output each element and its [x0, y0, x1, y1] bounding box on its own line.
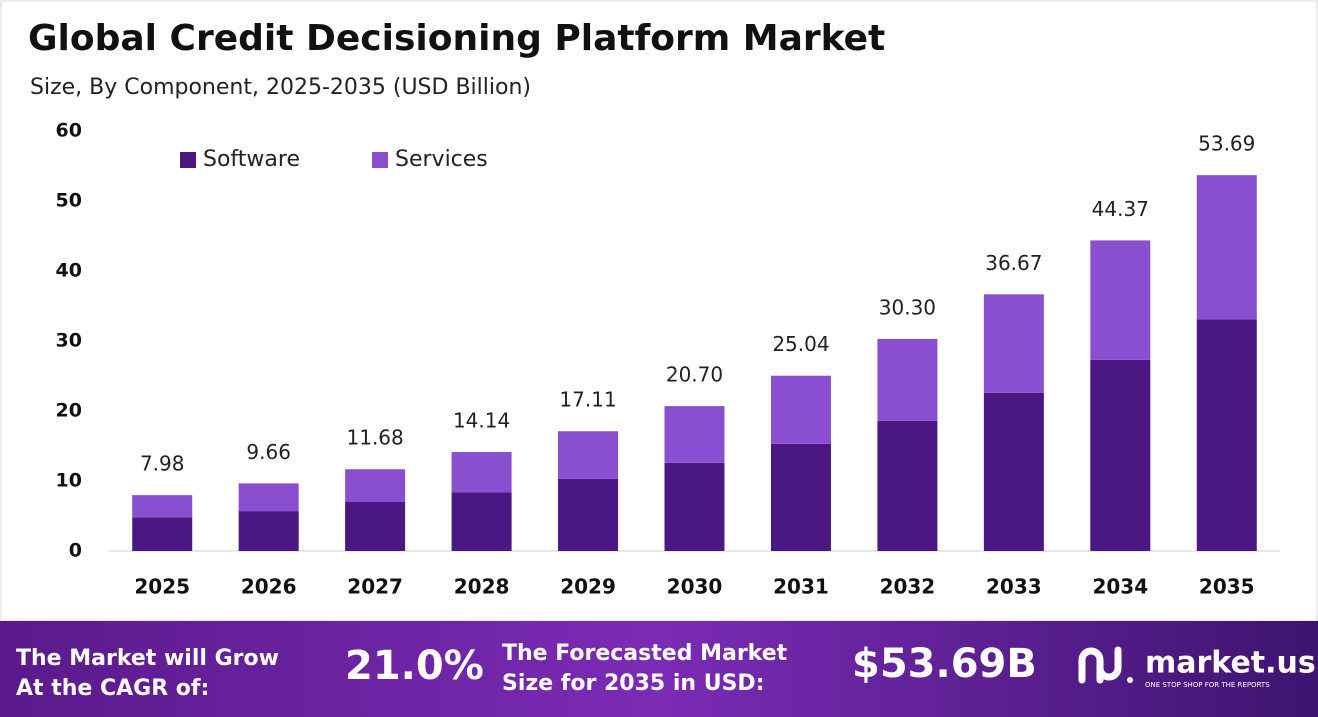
bar-segment — [877, 420, 938, 551]
y-tick-label: 30 — [56, 330, 82, 352]
bar-segment — [770, 375, 831, 444]
bar-segment — [1196, 319, 1257, 551]
total-label: 9.66 — [246, 440, 291, 464]
x-tick-label: 2028 — [454, 575, 510, 599]
y-tick-label: 20 — [56, 400, 82, 422]
x-tick-label: 2035 — [1199, 575, 1255, 599]
bar-segment — [238, 511, 299, 551]
bar-segment — [877, 338, 938, 421]
footer-text: The Market will Grow — [16, 646, 279, 671]
bar-segment — [1090, 240, 1151, 360]
total-label: 20.70 — [666, 363, 723, 387]
chart-title: Global Credit Decisioning Platform Marke… — [28, 18, 885, 59]
total-label: 11.68 — [347, 426, 404, 450]
bar-segment — [451, 492, 512, 551]
x-tick-label: 2031 — [773, 575, 829, 599]
y-tick-label: 50 — [56, 190, 82, 212]
x-tick-label: 2026 — [241, 575, 297, 599]
bar-segment — [1090, 359, 1151, 551]
bar-segment — [345, 469, 406, 502]
y-tick-label: 40 — [56, 260, 82, 282]
total-label: 14.14 — [453, 409, 510, 433]
y-tick-label: 60 — [56, 120, 82, 142]
bar-segment — [664, 462, 725, 551]
y-tick-label: 0 — [69, 540, 82, 562]
total-label: 25.04 — [772, 332, 829, 356]
bar-segment — [132, 517, 193, 551]
bar-segment — [1196, 175, 1257, 320]
footer-text: Size for 2035 in USD: — [502, 671, 765, 696]
brand: market.us — [1145, 646, 1316, 681]
total-label: 30.30 — [879, 295, 936, 319]
legend-swatch — [372, 152, 388, 168]
y-tick-label: 10 — [56, 470, 82, 492]
total-label: 17.11 — [559, 388, 616, 412]
bar-segment — [664, 406, 725, 463]
tagline: ONE STOP SHOP FOR THE REPORTS — [1145, 681, 1270, 689]
x-tick-label: 2032 — [880, 575, 936, 599]
chart-subtitle: Size, By Component, 2025-2035 (USD Billi… — [30, 75, 531, 100]
bar-segment — [451, 452, 512, 493]
total-label: 53.69 — [1198, 132, 1255, 156]
bar-segment — [238, 483, 299, 512]
total-label: 44.37 — [1092, 197, 1149, 221]
total-label: 36.67 — [985, 251, 1042, 275]
x-tick-label: 2030 — [667, 575, 723, 599]
bar-segment — [345, 502, 406, 551]
x-tick-label: 2025 — [134, 575, 190, 599]
x-tick-label: 2034 — [1092, 575, 1148, 599]
bar-segment — [983, 392, 1044, 551]
bar-segment — [558, 431, 619, 479]
total-label: 7.98 — [140, 452, 185, 476]
logo-icon — [1078, 646, 1133, 684]
bar-segment — [983, 294, 1044, 393]
bar-segment — [558, 478, 619, 551]
footer-text: At the CAGR of: — [16, 676, 209, 701]
legend-label: Software — [203, 147, 300, 172]
legend-swatch — [180, 152, 196, 168]
forecast-value: $53.69B — [852, 641, 1037, 687]
bar-segment — [132, 495, 193, 518]
x-tick-label: 2027 — [347, 575, 403, 599]
x-tick-label: 2033 — [986, 575, 1042, 599]
legend-label: Services — [395, 147, 488, 172]
cagr-value: 21.0% — [345, 643, 484, 689]
x-tick-label: 2029 — [560, 575, 616, 599]
footer-text: The Forecasted Market — [502, 641, 788, 666]
bar-segment — [770, 443, 831, 551]
